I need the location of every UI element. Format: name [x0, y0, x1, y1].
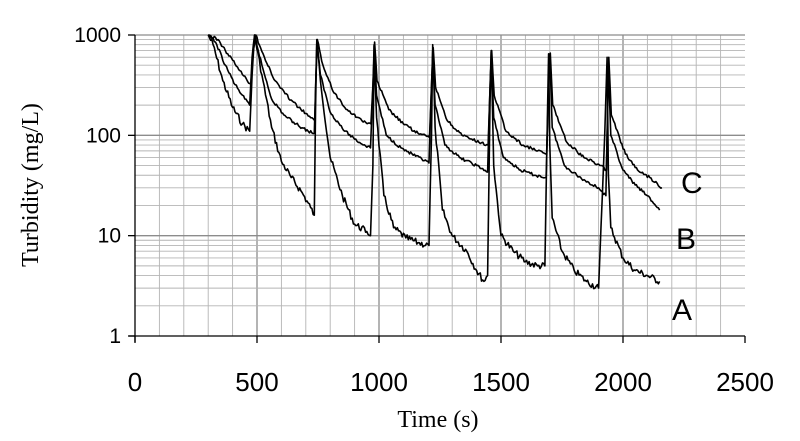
- x-tick-label: 0: [128, 367, 142, 397]
- series-labels: A BC: [672, 167, 703, 327]
- x-axis-title: Time (s): [397, 407, 478, 433]
- y-axis-title: Turbidity (mg/L): [18, 103, 44, 267]
- x-tick-label: 1000: [350, 367, 408, 397]
- y-tick-label: 10: [98, 225, 121, 248]
- x-tick-labels: 0 500 1000 1500 2000 2500: [128, 367, 774, 397]
- x-tick-label: 500: [235, 367, 278, 397]
- y-tick-label: 1: [109, 325, 121, 348]
- series-line-B: [208, 34, 661, 211]
- axes: [128, 34, 746, 343]
- grid: [135, 34, 745, 336]
- series-label-A: A: [672, 294, 692, 327]
- series-lines: [207, 34, 663, 290]
- series-line-C: [207, 34, 663, 189]
- series-label-B: B: [676, 223, 696, 256]
- y-tick-label: 1000: [74, 24, 121, 47]
- x-tick-label: 2500: [716, 367, 774, 397]
- x-tick-label: 2000: [594, 367, 652, 397]
- y-tick-labels: 1 10 100 1000: [74, 24, 121, 348]
- series-label-C: C: [681, 167, 703, 200]
- y-tick-label: 100: [86, 124, 121, 147]
- x-tick-label: 1500: [472, 367, 530, 397]
